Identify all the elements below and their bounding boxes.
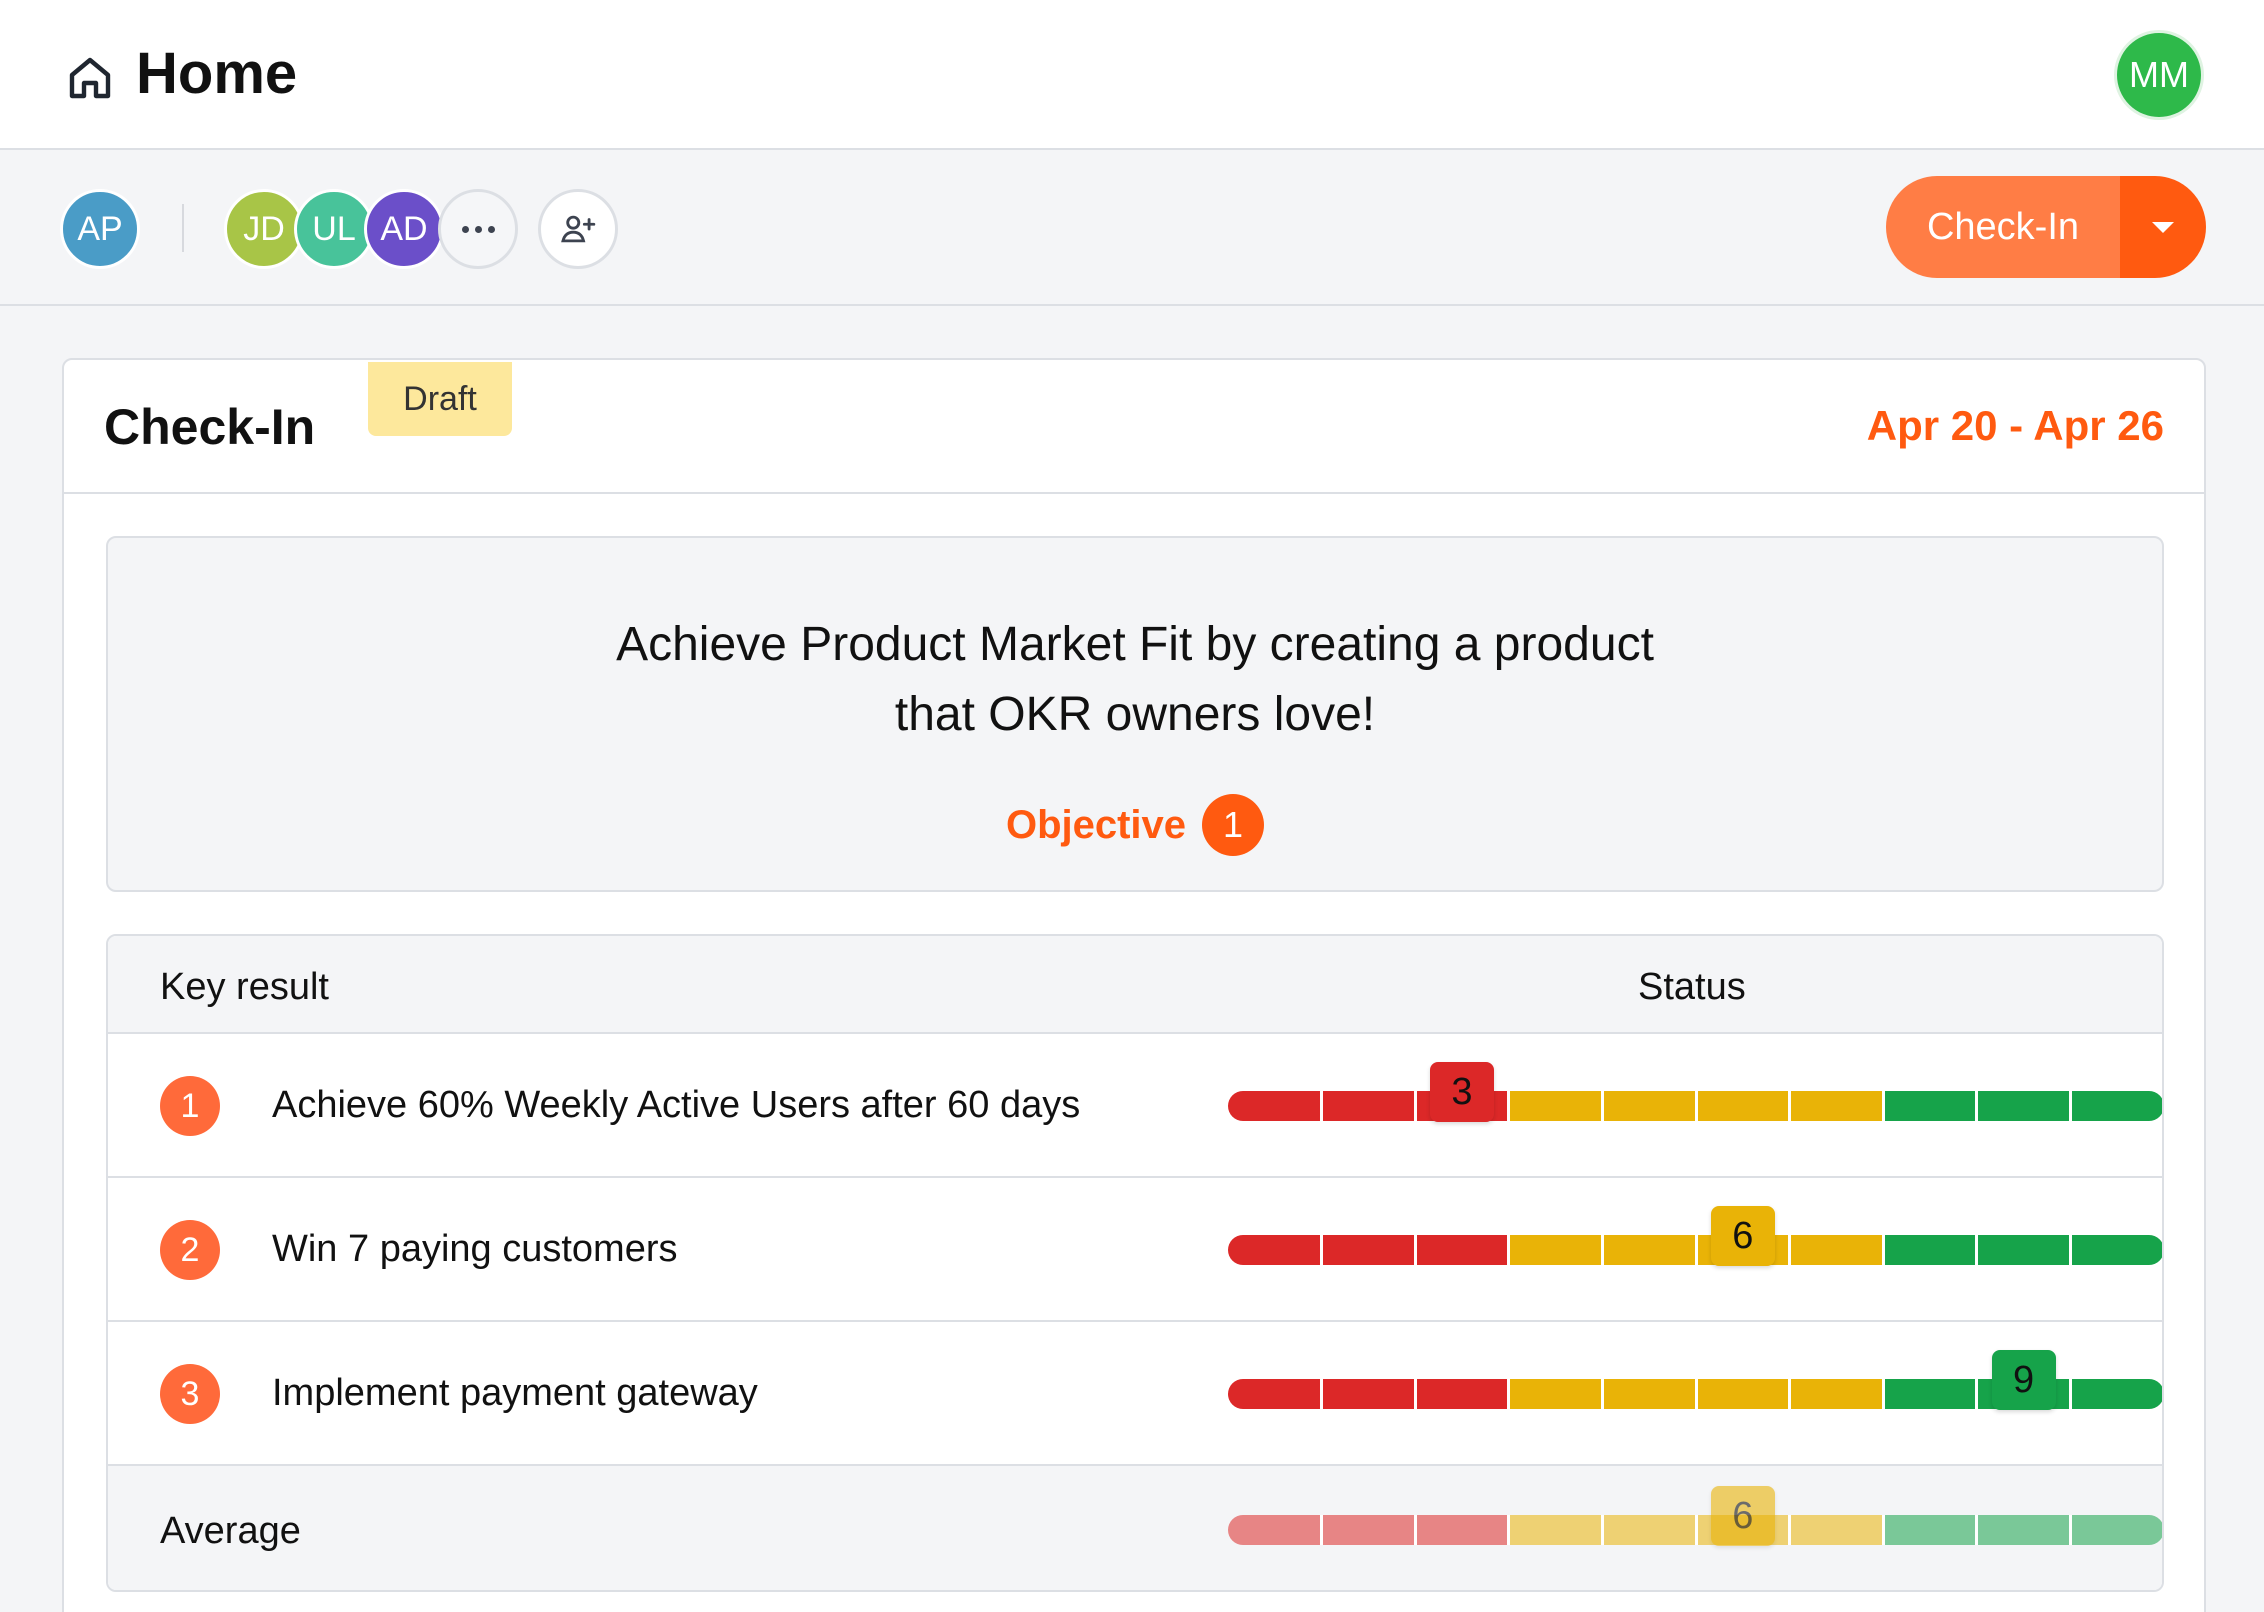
scale-green-zone xyxy=(1883,1091,2162,1121)
scale-green-zone xyxy=(1883,1515,2162,1545)
page-title: Home xyxy=(136,41,298,106)
scale-divider xyxy=(1413,1515,1417,1545)
column-header-key-result: Key result xyxy=(160,966,329,1008)
scale-divider xyxy=(2068,1091,2072,1121)
scale-red-zone xyxy=(1228,1235,1509,1265)
objective-title-line-2: that OKR owners love! xyxy=(894,688,1376,741)
scale-divider xyxy=(1320,1379,1324,1409)
status-scale[interactable]: 9 xyxy=(1228,1350,2162,1410)
check-in-dropdown-button[interactable] xyxy=(2120,176,2206,278)
table-row[interactable]: 1 Achieve 60% Weekly Active Users after … xyxy=(108,1034,2162,1178)
scale-divider xyxy=(2068,1515,2072,1545)
key-results-table: Key result Status 1 Achieve 60% Weekly A… xyxy=(106,934,2164,1592)
scale-divider xyxy=(1975,1379,1979,1409)
scale-divider xyxy=(1788,1235,1792,1265)
status-score-marker[interactable]: 6 xyxy=(1710,1206,1775,1266)
key-result-number: 3 xyxy=(160,1364,220,1424)
scale-divider xyxy=(1413,1091,1417,1121)
key-result-number: 2 xyxy=(160,1220,220,1280)
average-label: Average xyxy=(160,1510,301,1552)
objective-panel: Achieve Product Market Fit by creating a… xyxy=(106,536,2164,892)
table-header: Key result Status xyxy=(108,936,2162,1034)
check-in-card: Check-In Draft Apr 20 - Apr 26 Achieve P… xyxy=(62,358,2206,1612)
scale-red-zone xyxy=(1228,1515,1509,1545)
check-in-button[interactable]: Check-In xyxy=(1886,176,2120,278)
scale-divider xyxy=(1881,1091,1885,1121)
scale-divider xyxy=(1788,1379,1792,1409)
objective-number-badge: 1 xyxy=(1202,794,1265,856)
member-avatar-ul[interactable]: UL xyxy=(294,189,374,269)
status-score-marker[interactable]: 9 xyxy=(1991,1350,2056,1410)
scale-divider xyxy=(1507,1091,1511,1121)
add-user-icon xyxy=(561,215,596,243)
home-icon xyxy=(69,57,111,99)
column-header-status: Status xyxy=(1638,966,1746,1008)
scale-divider xyxy=(1600,1379,1604,1409)
key-result-text: Implement payment gateway xyxy=(272,1372,758,1414)
scale-green-zone xyxy=(1883,1235,2162,1265)
status-scale[interactable]: 3 xyxy=(1228,1062,2162,1122)
objective-title-line-1: Achieve Product Market Fit by creating a… xyxy=(616,618,1654,671)
scale-divider xyxy=(1881,1379,1885,1409)
member-avatar-jd[interactable]: JD xyxy=(224,189,304,269)
average-status-scale: 6 xyxy=(1228,1486,2162,1546)
scale-red-zone xyxy=(1228,1379,1509,1409)
date-range[interactable]: Apr 20 - Apr 26 xyxy=(1866,402,2164,449)
top-bar: Home MM xyxy=(0,0,2264,150)
objective-label: Objective xyxy=(1005,802,1187,847)
scale-divider xyxy=(1788,1515,1792,1545)
table-row[interactable]: 2 Win 7 paying customers 6 xyxy=(108,1178,2162,1322)
check-in-split-button: Check-In xyxy=(1886,176,2206,278)
status-score-marker[interactable]: 3 xyxy=(1430,1062,1494,1122)
scale-divider xyxy=(1600,1515,1604,1545)
user-avatar[interactable]: MM xyxy=(2114,30,2204,120)
average-row: Average 6 xyxy=(108,1466,2162,1590)
scale-divider xyxy=(1507,1379,1511,1409)
table-row[interactable]: 3 Implement payment gateway 9 xyxy=(108,1322,2162,1466)
scale-divider xyxy=(1413,1235,1417,1265)
key-result-number: 1 xyxy=(160,1076,220,1136)
key-result-text: Win 7 paying customers xyxy=(272,1228,678,1270)
more-members-button[interactable] xyxy=(438,189,518,269)
scale-divider xyxy=(1600,1235,1604,1265)
toolbar-divider xyxy=(182,204,184,252)
scale-divider xyxy=(1788,1091,1792,1121)
scale-divider xyxy=(1320,1091,1324,1121)
scale-divider xyxy=(1320,1515,1324,1545)
scale-divider xyxy=(2068,1235,2072,1265)
scale-divider xyxy=(1881,1515,1885,1545)
status-scale[interactable]: 6 xyxy=(1228,1206,2162,1266)
ellipsis-icon xyxy=(461,225,469,233)
owner-avatar[interactable]: AP xyxy=(60,189,140,269)
status-score-marker: 6 xyxy=(1710,1486,1775,1546)
scale-divider xyxy=(1975,1091,1979,1121)
scale-divider xyxy=(1320,1235,1324,1265)
scale-divider xyxy=(1881,1235,1885,1265)
scale-divider xyxy=(1694,1515,1698,1545)
card-header: Check-In Draft Apr 20 - Apr 26 xyxy=(64,360,2204,494)
scale-divider xyxy=(1600,1091,1604,1121)
objective-title: Achieve Product Market Fit by creating a… xyxy=(108,610,2162,750)
scale-divider xyxy=(1694,1379,1698,1409)
objective-label-group: Objective 1 xyxy=(108,794,2162,856)
member-avatar-ad[interactable]: AD xyxy=(364,189,444,269)
scale-divider xyxy=(1507,1235,1511,1265)
scale-divider xyxy=(1507,1515,1511,1545)
scale-divider xyxy=(1413,1379,1417,1409)
scale-divider xyxy=(1694,1235,1698,1265)
scale-divider xyxy=(1975,1235,1979,1265)
key-result-text: Achieve 60% Weekly Active Users after 60… xyxy=(272,1084,1081,1126)
scale-divider xyxy=(2068,1379,2072,1409)
status-badge: Draft xyxy=(368,362,512,436)
scale-divider xyxy=(1694,1091,1698,1121)
scale-divider xyxy=(1975,1515,1979,1545)
card-title: Check-In xyxy=(104,399,316,455)
add-member-button[interactable] xyxy=(538,189,618,269)
caret-down-icon xyxy=(2152,221,2174,233)
